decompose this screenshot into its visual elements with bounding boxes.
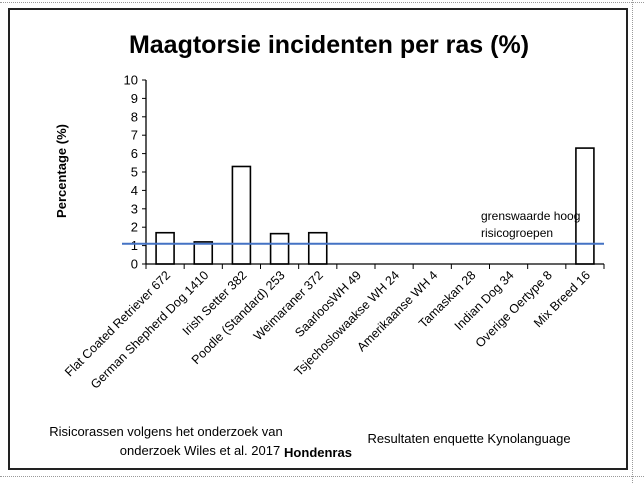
y-tick-label: 9 (131, 91, 138, 106)
y-tick-label: 8 (131, 109, 138, 124)
bar (231, 165, 252, 265)
y-tick-label: 3 (131, 201, 138, 216)
note-right: Resultaten enquette Kynolanguage (367, 431, 570, 446)
reference-label-line2: risicogroepen (481, 226, 553, 240)
bar-group (145, 147, 605, 269)
page-edge-top (0, 2, 644, 4)
y-tick-label: 10 (124, 73, 138, 88)
reference-label-line1: grenswaarde hoog (481, 209, 580, 223)
chart-title: Maagtorsie incidenten per ras (%) (129, 31, 529, 59)
page-edge-right (632, 0, 638, 483)
bar (155, 231, 175, 265)
y-tick-label: 6 (131, 146, 138, 161)
bar (269, 232, 290, 265)
bar (575, 147, 595, 265)
y-tick-label: 1 (131, 238, 138, 253)
note-left-line1: Risicorassen volgens het onderzoek van (49, 424, 282, 439)
y-tick-label: 0 (131, 257, 138, 272)
x-axis-title: Hondenras (284, 445, 352, 460)
y-tick-label: 2 (131, 220, 138, 235)
bar (307, 231, 328, 265)
y-tick-label: 4 (131, 183, 138, 198)
y-tick-label: 5 (131, 165, 138, 180)
note-left-line2: onderzoek Wiles et al. 2017 (120, 443, 280, 458)
y-tick-label: 7 (131, 128, 138, 143)
page-edge-bottom (0, 476, 644, 478)
y-axis-ticks: 0 1 2 3 4 5 6 7 8 9 10 (124, 73, 146, 272)
y-axis-title: Percentage (%) (54, 124, 69, 218)
x-tick-label: SaarloosWH 49 (292, 268, 364, 340)
x-tick-label: Weimaraner 372 (251, 268, 326, 343)
bar (193, 241, 214, 265)
